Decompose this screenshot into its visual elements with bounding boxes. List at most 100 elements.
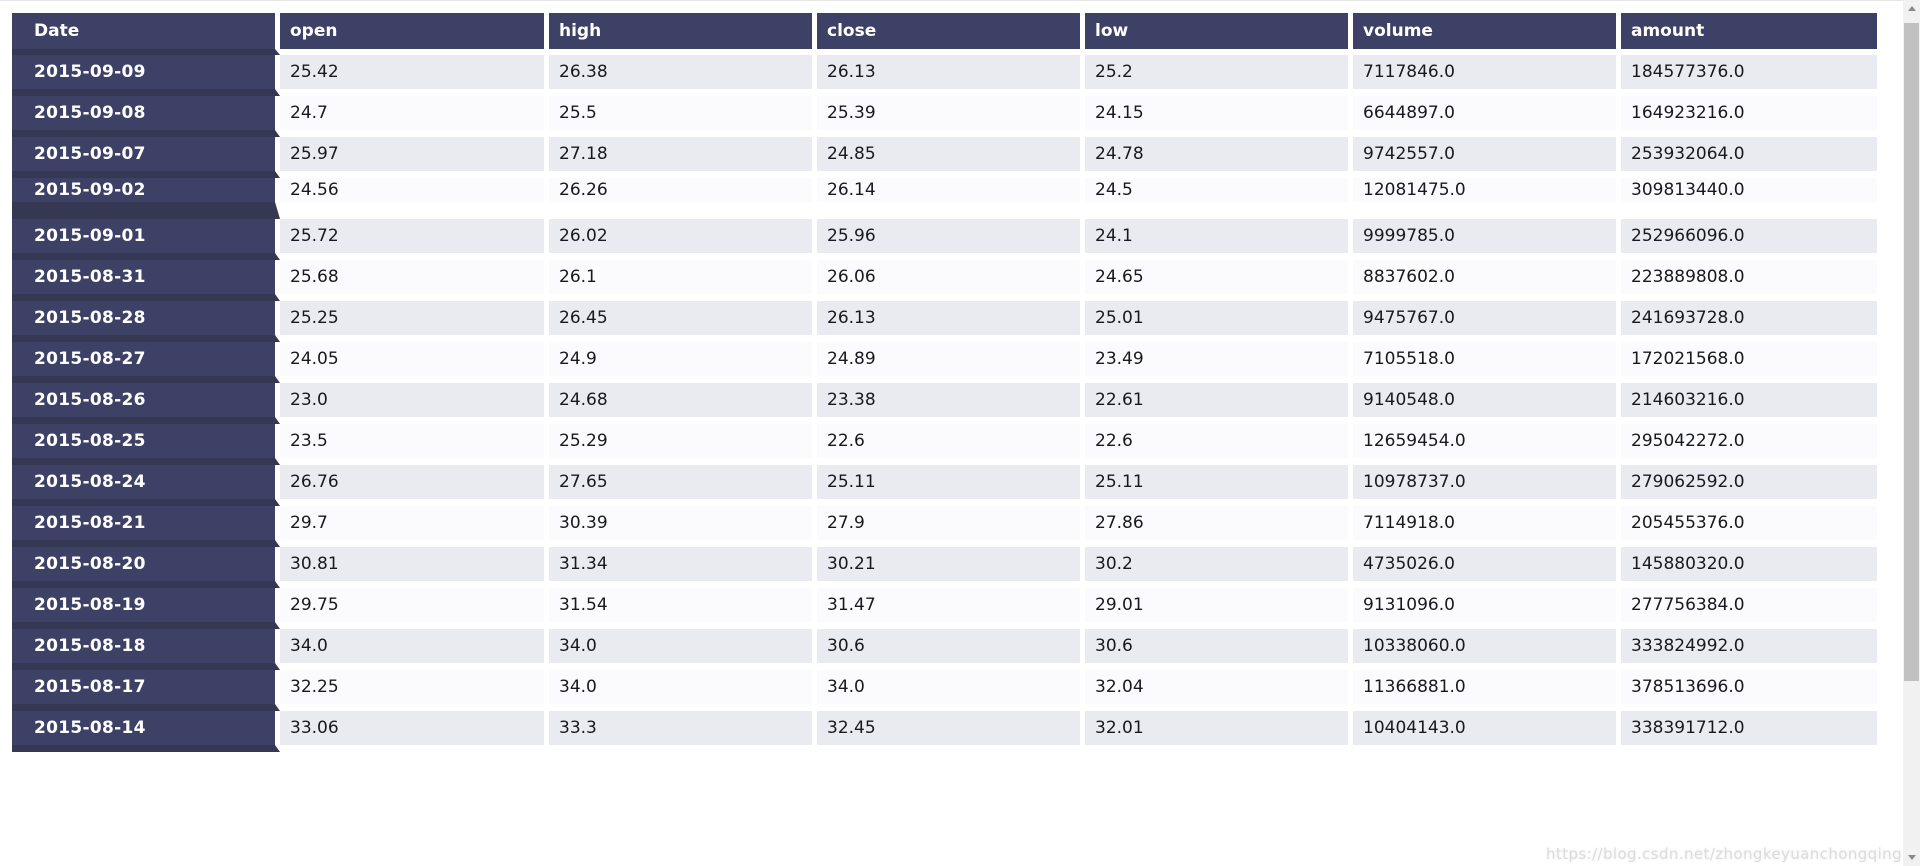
value-cell: 26.76	[280, 465, 549, 506]
value-cell: 29.75	[280, 588, 549, 629]
column-header-volume: volume	[1353, 13, 1621, 55]
value-cell: 31.34	[549, 547, 817, 588]
value-cell: 31.54	[549, 588, 817, 629]
value-cell: 25.42	[280, 55, 549, 96]
value-cell: 8837602.0	[1353, 260, 1621, 301]
value-cell: 25.5	[549, 96, 817, 137]
table-row: 2015-08-26 23.0 24.68 23.38 22.61 9140548.0 21…	[12, 383, 1882, 424]
value-cell: 9475767.0	[1353, 301, 1621, 342]
date-cell: 2015-09-09	[12, 55, 280, 96]
date-cell: 2015-08-18	[12, 629, 280, 670]
value-cell: 338391712.0	[1621, 711, 1882, 752]
value-cell: 32.04	[1085, 670, 1353, 711]
table-row: 2015-08-20 30.81 31.34 30.21 30.2 4735026.0 14…	[12, 547, 1882, 588]
stock-price-table: Date open high close low volume amount 2015-09…	[12, 13, 1882, 752]
date-cell: 2015-08-14	[12, 711, 280, 752]
date-cell: 2015-08-24	[12, 465, 280, 506]
value-cell: 30.6	[1085, 629, 1353, 670]
value-cell: 279062592.0	[1621, 465, 1882, 506]
date-cell: 2015-09-01	[12, 219, 280, 260]
value-cell: 25.29	[549, 424, 817, 465]
value-cell: 25.96	[817, 219, 1085, 260]
date-cell: 2015-08-31	[12, 260, 280, 301]
date-cell: 2015-08-21	[12, 506, 280, 547]
date-cell: 2015-08-19	[12, 588, 280, 629]
value-cell: 172021568.0	[1621, 342, 1882, 383]
table-row: 2015-08-25 23.5 25.29 22.6 22.6 12659454.0 295…	[12, 424, 1882, 465]
value-cell: 25.97	[280, 137, 549, 178]
value-cell: 25.01	[1085, 301, 1353, 342]
date-cell: 2015-09-08	[12, 96, 280, 137]
value-cell: 12081475.0	[1353, 178, 1621, 219]
value-cell: 205455376.0	[1621, 506, 1882, 547]
column-header-date: Date	[12, 13, 280, 55]
table-body: 2015-09-09 25.42 26.38 26.13 25.2 7117846.0 18…	[12, 55, 1882, 752]
value-cell: 27.18	[549, 137, 817, 178]
value-cell: 10404143.0	[1353, 711, 1621, 752]
value-cell: 253932064.0	[1621, 137, 1882, 178]
value-cell: 25.2	[1085, 55, 1353, 96]
value-cell: 32.45	[817, 711, 1085, 752]
value-cell: 23.5	[280, 424, 549, 465]
value-cell: 7105518.0	[1353, 342, 1621, 383]
table-row: 2015-09-07 25.97 27.18 24.85 24.78 9742557.0 2…	[12, 137, 1882, 178]
column-header-close: close	[817, 13, 1085, 55]
value-cell: 7117846.0	[1353, 55, 1621, 96]
value-cell: 4735026.0	[1353, 547, 1621, 588]
table-row: 2015-08-28 25.25 26.45 26.13 25.01 9475767.0 2…	[12, 301, 1882, 342]
date-cell: 2015-08-17	[12, 670, 280, 711]
value-cell: 34.0	[280, 629, 549, 670]
value-cell: 24.1	[1085, 219, 1353, 260]
value-cell: 295042272.0	[1621, 424, 1882, 465]
value-cell: 277756384.0	[1621, 588, 1882, 629]
column-header-open: open	[280, 13, 549, 55]
date-cell: 2015-08-26	[12, 383, 280, 424]
value-cell: 23.49	[1085, 342, 1353, 383]
value-cell: 24.65	[1085, 260, 1353, 301]
table-row: 2015-09-01 25.72 26.02 25.96 24.1 9999785.0 25…	[12, 219, 1882, 260]
scroll-up-button[interactable]	[1903, 0, 1920, 17]
table-row: 2015-09-09 25.42 26.38 26.13 25.2 7117846.0 18…	[12, 55, 1882, 96]
table-row: 2015-08-18 34.0 34.0 30.6 30.6 10338060.0 3338…	[12, 629, 1882, 670]
date-cell: 2015-09-02	[12, 178, 280, 219]
value-cell: 24.68	[549, 383, 817, 424]
scroll-down-button[interactable]	[1903, 849, 1920, 866]
value-cell: 24.7	[280, 96, 549, 137]
value-cell: 30.6	[817, 629, 1085, 670]
value-cell: 6644897.0	[1353, 96, 1621, 137]
scrollbar-thumb[interactable]	[1904, 23, 1919, 681]
vertical-scrollbar[interactable]	[1903, 0, 1920, 866]
value-cell: 22.6	[1085, 424, 1353, 465]
value-cell: 25.11	[1085, 465, 1353, 506]
value-cell: 25.68	[280, 260, 549, 301]
value-cell: 24.05	[280, 342, 549, 383]
value-cell: 241693728.0	[1621, 301, 1882, 342]
value-cell: 26.38	[549, 55, 817, 96]
value-cell: 26.06	[817, 260, 1085, 301]
value-cell: 24.5	[1085, 178, 1353, 219]
value-cell: 22.6	[817, 424, 1085, 465]
value-cell: 145880320.0	[1621, 547, 1882, 588]
scroll-up-icon	[1907, 6, 1916, 11]
value-cell: 30.81	[280, 547, 549, 588]
table-row: 2015-08-27 24.05 24.9 24.89 23.49 7105518.0 17…	[12, 342, 1882, 383]
value-cell: 9999785.0	[1353, 219, 1621, 260]
value-cell: 7114918.0	[1353, 506, 1621, 547]
value-cell: 31.47	[817, 588, 1085, 629]
value-cell: 33.06	[280, 711, 549, 752]
value-cell: 33.3	[549, 711, 817, 752]
value-cell: 24.78	[1085, 137, 1353, 178]
value-cell: 10978737.0	[1353, 465, 1621, 506]
value-cell: 30.2	[1085, 547, 1353, 588]
value-cell: 29.7	[280, 506, 549, 547]
value-cell: 34.0	[549, 670, 817, 711]
value-cell: 184577376.0	[1621, 55, 1882, 96]
value-cell: 24.9	[549, 342, 817, 383]
value-cell: 27.9	[817, 506, 1085, 547]
value-cell: 26.1	[549, 260, 817, 301]
value-cell: 25.72	[280, 219, 549, 260]
value-cell: 27.65	[549, 465, 817, 506]
table-row: 2015-08-14 33.06 33.3 32.45 32.01 10404143.0 3…	[12, 711, 1882, 752]
column-header-amount: amount	[1621, 13, 1882, 55]
value-cell: 32.25	[280, 670, 549, 711]
